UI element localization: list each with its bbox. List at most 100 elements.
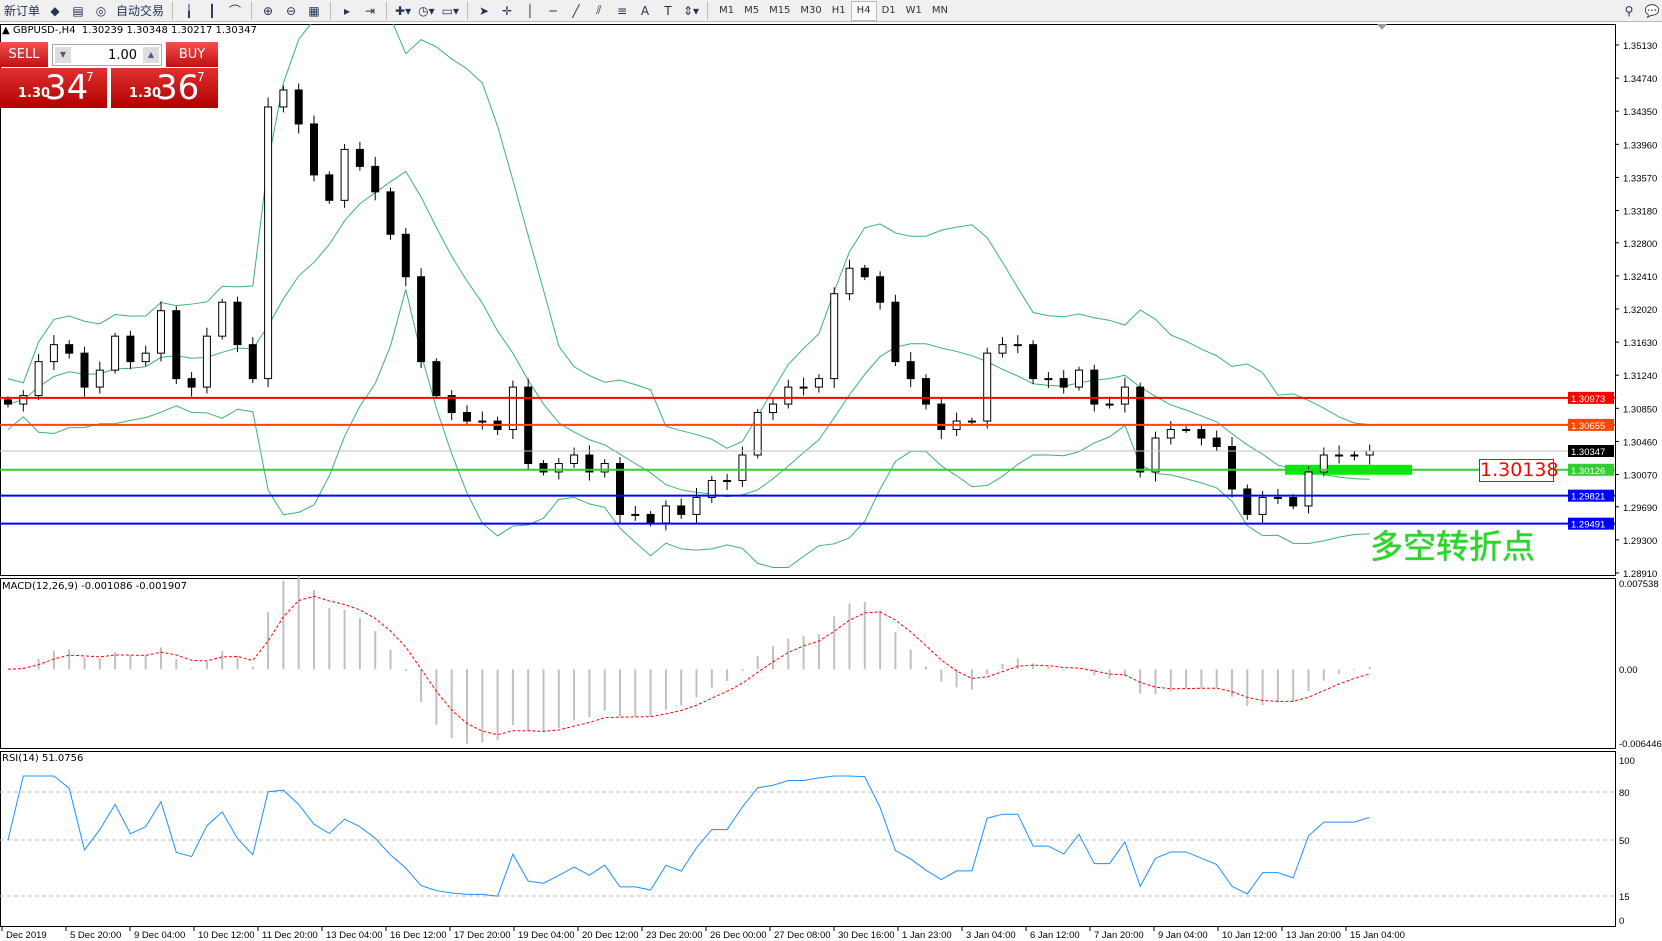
line-chart-icon[interactable]: ⌒: [229, 4, 242, 18]
bear-candle: [355, 148, 364, 167]
zoom-out-icon[interactable]: ⊖: [286, 3, 297, 18]
timeframe-h4[interactable]: H4: [850, 0, 877, 21]
bear-candle: [860, 267, 869, 278]
bear-candle: [1136, 386, 1145, 473]
macd-label: MACD(12,26,9) -0.001086 -0.001907: [2, 581, 187, 592]
rsi-axis-label: 100: [1619, 756, 1635, 767]
bull-candle: [264, 106, 273, 380]
bar-chart-icon[interactable]: ╽: [185, 3, 193, 18]
meta-editor-icon[interactable]: ◆: [50, 3, 60, 18]
buy-button[interactable]: BUY: [166, 42, 218, 67]
macd-signal-line: [7, 595, 1370, 736]
sell-button[interactable]: SELL: [0, 42, 48, 67]
price-tick-label: 1.34740: [1623, 74, 1657, 85]
lot-size-input[interactable]: ▼ 1.00 ▲: [52, 44, 162, 66]
bollinger-lower: [7, 289, 1370, 569]
lot-decrease-icon[interactable]: ▼: [55, 47, 71, 63]
bull-candle: [1365, 450, 1374, 456]
rsi-axis-label: 0: [1619, 916, 1624, 927]
navigator-icon[interactable]: ▤: [72, 3, 84, 18]
time-tick-label: 10 Jan 12:00: [1222, 930, 1277, 941]
timeframe-m15[interactable]: M15: [769, 5, 791, 16]
time-tick-label: Dec 2019: [6, 930, 47, 941]
lot-increase-icon[interactable]: ▲: [143, 47, 159, 63]
time-tick-label: 23 Dec 20:00: [646, 930, 703, 941]
bull-candle: [692, 496, 701, 515]
timeframe-h1[interactable]: H1: [831, 5, 846, 16]
vertical-line-icon[interactable]: │: [526, 3, 534, 18]
bull-candle: [1182, 429, 1191, 432]
timeframe-m1[interactable]: M1: [719, 5, 735, 16]
bull-candle: [279, 89, 288, 108]
bear-candle: [325, 174, 334, 201]
price-annotation-label[interactable]: 1.30138: [1479, 459, 1559, 482]
timeframe-w1[interactable]: W1: [905, 5, 922, 16]
search-icon[interactable]: ⚲: [1624, 3, 1634, 18]
price-tick-label: 1.32020: [1623, 305, 1657, 316]
bear-candle: [1243, 488, 1252, 515]
text-label-icon[interactable]: T: [664, 3, 672, 18]
timeframe-d1[interactable]: D1: [881, 5, 896, 16]
trendline-icon[interactable]: ╱: [572, 3, 580, 18]
reversal-point-annotation[interactable]: 多空转折点: [1370, 527, 1535, 566]
time-tick-label: 17 Dec 20:00: [454, 930, 511, 941]
time-tick-label: 13 Jan 20:00: [1286, 930, 1341, 941]
time-tick-label: 7 Jan 20:00: [1094, 930, 1144, 941]
text-icon[interactable]: A: [640, 3, 650, 18]
sell-price-prefix: 1.30: [18, 86, 51, 101]
price-marker-label: 1.29821: [1571, 492, 1605, 503]
zoom-in-icon[interactable]: ⊕: [263, 3, 274, 18]
buy-price[interactable]: 1.30 36 7: [111, 68, 218, 108]
timeframe-m5[interactable]: M5: [744, 5, 760, 16]
bull-candle: [111, 335, 120, 371]
rsi-axis-label: 15: [1619, 892, 1630, 903]
new-order-button[interactable]: 新订单: [4, 4, 41, 18]
buy-price-pips: 36: [156, 68, 200, 108]
bull-candle: [1350, 454, 1359, 457]
price-marker: [1568, 445, 1614, 458]
bear-candle: [80, 352, 89, 388]
templates-icon[interactable]: ▭▾: [441, 3, 459, 18]
bull-candle: [600, 462, 609, 473]
candlestick-icon[interactable]: ┃: [208, 3, 216, 18]
chat-icon[interactable]: 💬: [1644, 3, 1660, 18]
tile-windows-icon[interactable]: ▦: [308, 3, 320, 18]
bear-candle: [248, 344, 257, 380]
cursor-icon[interactable]: ➤: [478, 3, 490, 18]
bear-candle: [539, 462, 548, 473]
bull-candle: [1105, 403, 1114, 406]
bear-candle: [447, 395, 456, 414]
indicators-icon[interactable]: ✚▾: [395, 3, 412, 18]
bear-candle: [65, 344, 74, 354]
bear-candle: [172, 310, 181, 380]
fibonacci-icon[interactable]: ≡: [616, 3, 628, 18]
time-tick-label: 26 Dec 00:00: [710, 930, 767, 941]
bear-candle: [233, 301, 242, 346]
macd-axis-label: 0.007538: [1619, 579, 1659, 590]
bear-candle: [1029, 344, 1038, 380]
rsi-axis-label: 50: [1619, 836, 1630, 847]
signals-icon[interactable]: ◎: [95, 3, 107, 18]
bear-candle: [1289, 496, 1298, 507]
chart-area[interactable]: 1.35130 1.34740 1.34350 1.33960 1.33570 1.331…: [0, 24, 1662, 941]
auto-scroll-icon[interactable]: ▸: [344, 3, 351, 18]
sell-price-fraction: 7: [86, 70, 94, 84]
bear-candle: [294, 89, 303, 125]
time-tick-label: 30 Dec 16:00: [838, 930, 895, 941]
horizontal-line-icon[interactable]: ─: [549, 3, 557, 18]
timeframe-m30[interactable]: M30: [800, 5, 822, 16]
arrows-icon[interactable]: ⇕▾: [682, 3, 700, 18]
auto-trade-button[interactable]: 自动交易: [116, 4, 165, 18]
bull-candle: [799, 386, 808, 389]
equidistant-channel-icon[interactable]: ⫽: [596, 3, 602, 17]
bear-candle: [891, 301, 900, 363]
bull-candle: [157, 310, 165, 354]
timeframe-mn[interactable]: MN: [931, 5, 948, 16]
sell-price[interactable]: 1.30 34 7: [0, 68, 107, 108]
crosshair-icon[interactable]: ✛: [501, 3, 513, 18]
price-tick-label: 1.33570: [1623, 173, 1657, 184]
bear-candle: [1059, 378, 1068, 388]
periods-icon[interactable]: ◷▾: [418, 3, 435, 18]
chart-shift-icon[interactable]: ⇥: [365, 3, 376, 18]
divider: [466, 1, 468, 20]
